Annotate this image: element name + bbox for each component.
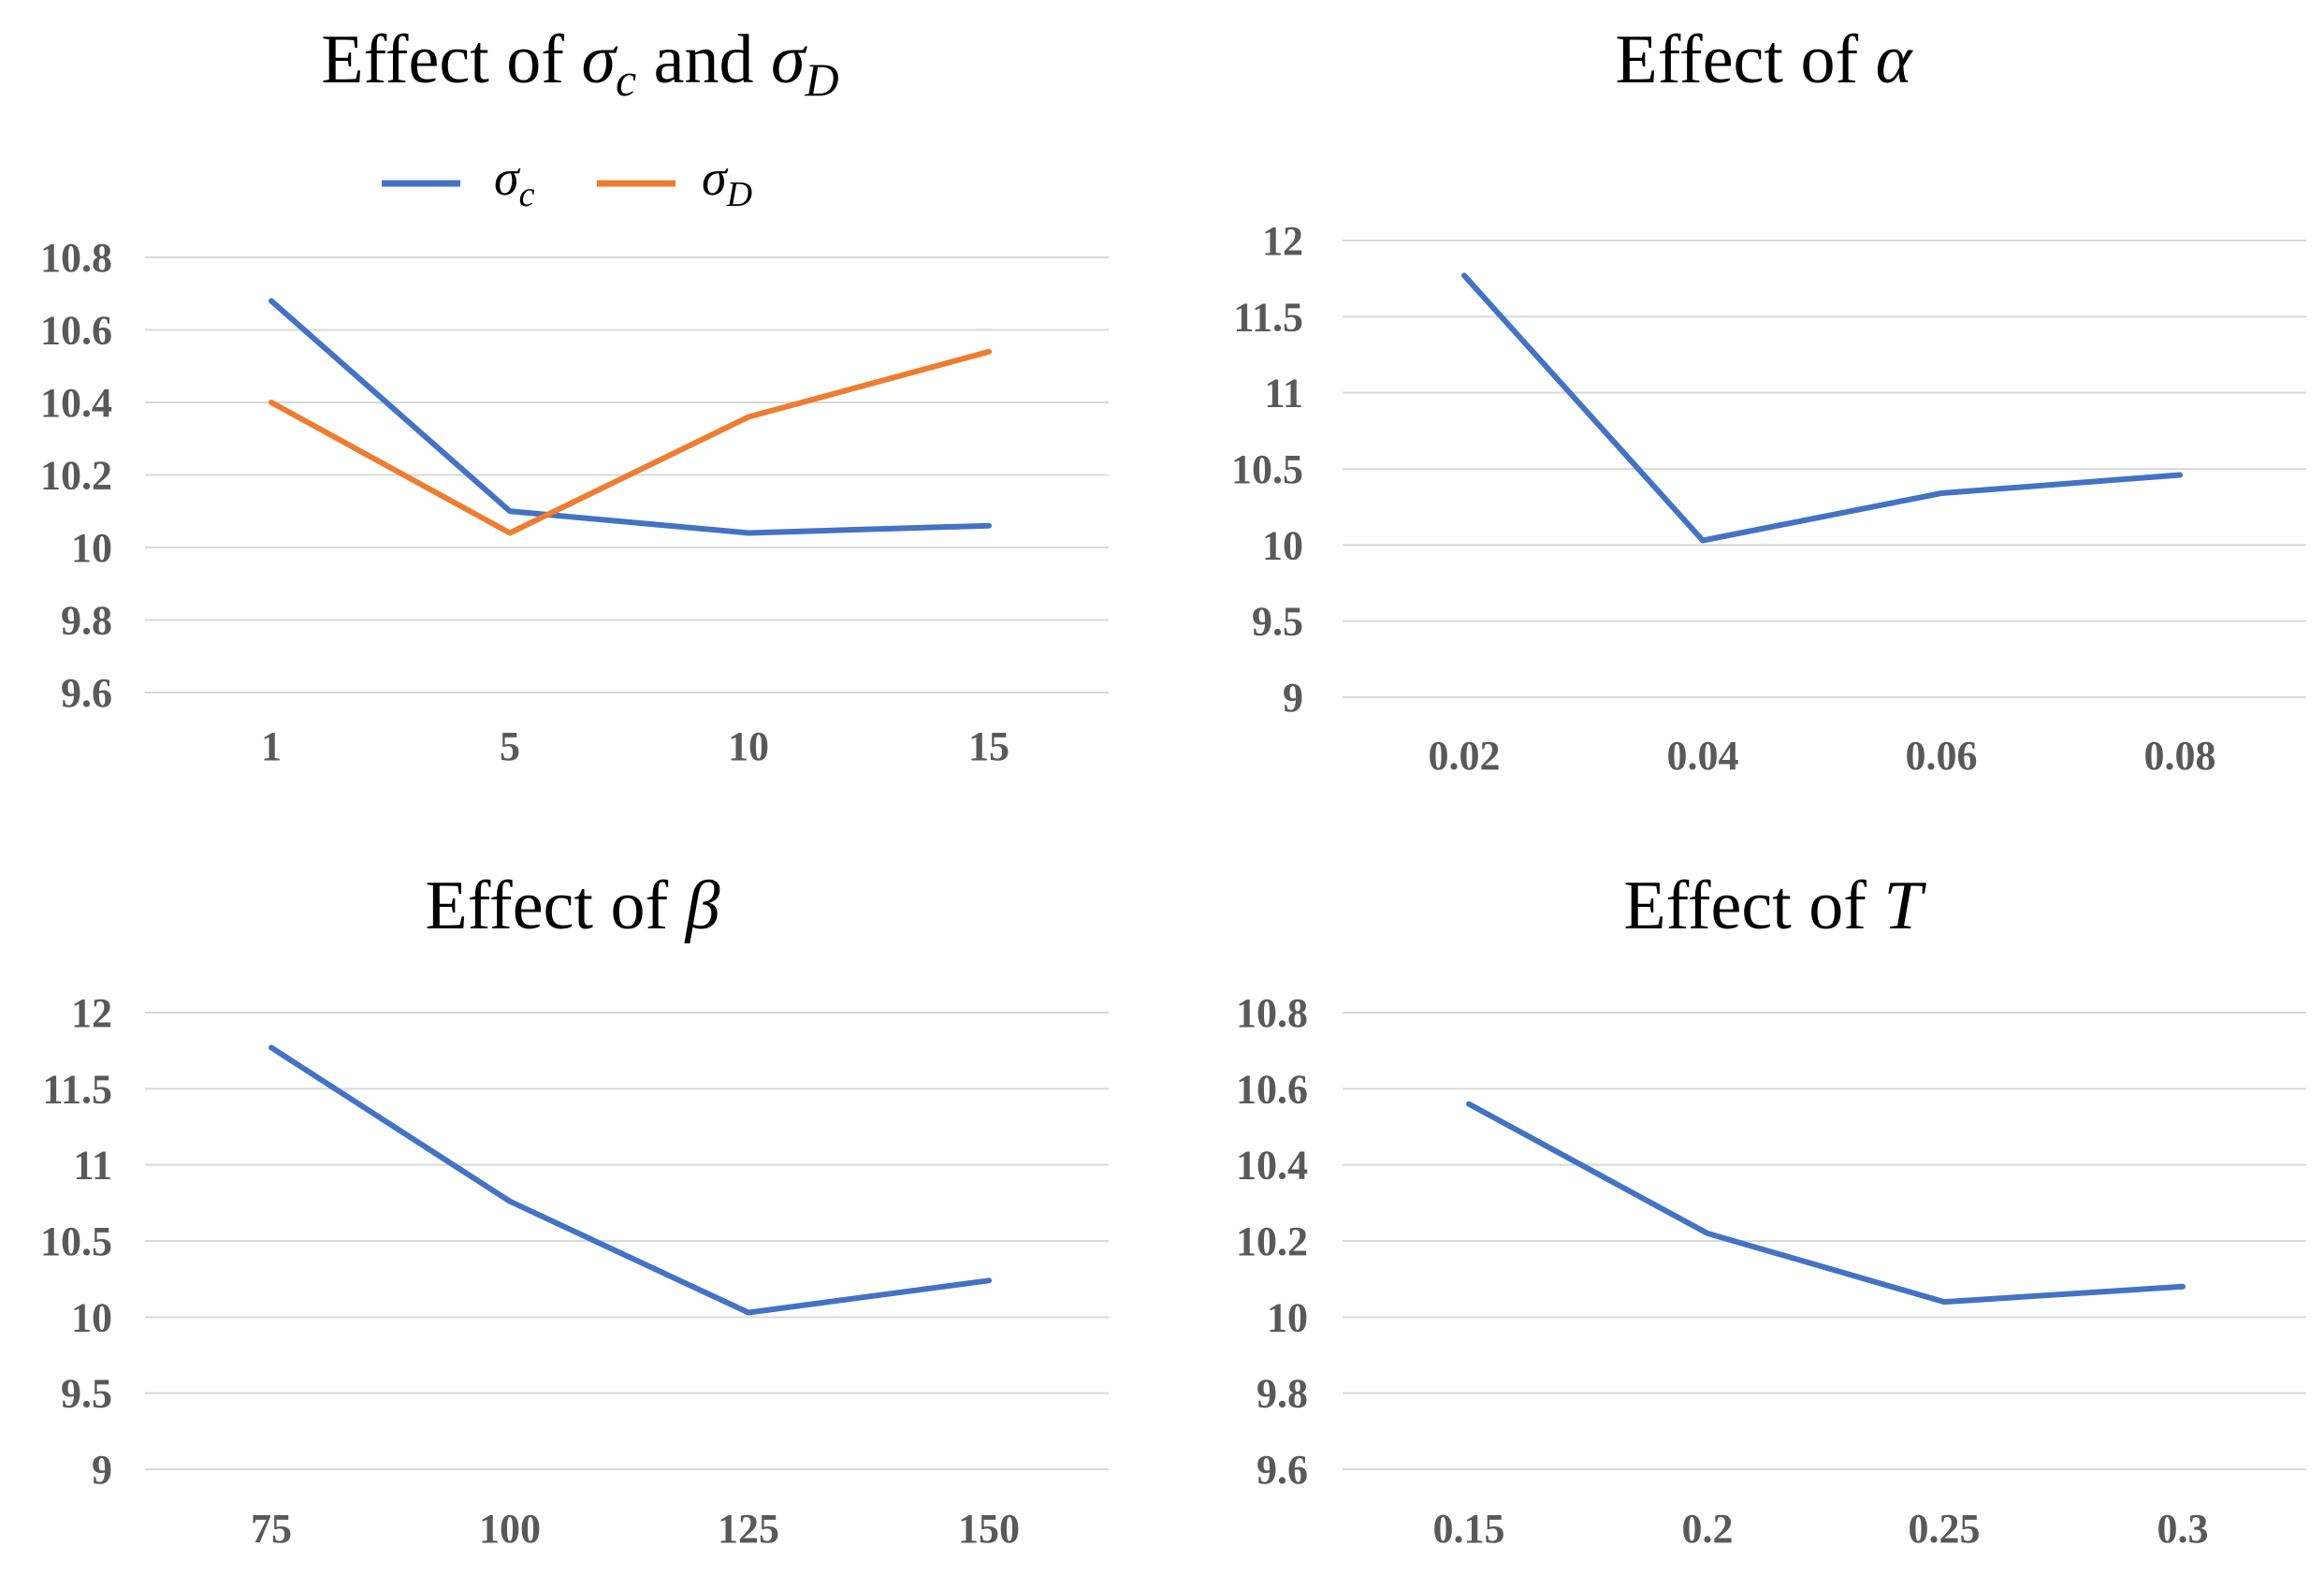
legend-label-sigma-d: σD — [702, 150, 752, 214]
y-tick-label: 11 — [73, 1143, 112, 1189]
chart-panel-sigma: Effect of σc and σD σc σD 9.6 9.8 10 10.2 10… — [40, 22, 1109, 769]
x-tick-label: 0.25 — [1909, 1506, 1981, 1552]
y-tick-label: 11 — [1264, 371, 1303, 416]
x-tick-label: 0.04 — [1667, 733, 1739, 779]
chart-panel-beta: Effect of β 9 9.5 10 10.5 11 11.5 12 75 100 125 15… — [40, 868, 1109, 1552]
y-tick-label: 9.8 — [61, 598, 112, 644]
y-tick-label: 10 — [71, 525, 112, 571]
legend-label-sigma-c: σc — [494, 150, 535, 214]
x-tick-label: 0.06 — [1906, 733, 1978, 779]
chart-title-sigma: Effect of σc and σD — [321, 22, 838, 106]
y-tick-label: 10.5 — [40, 1218, 112, 1264]
y-tick-label: 9.8 — [1256, 1371, 1308, 1417]
series-line-primary — [1466, 1101, 2186, 1306]
y-tick-label: 10 — [71, 1294, 112, 1340]
series-line-secondary — [269, 348, 992, 536]
y-tick-label: 10.8 — [1236, 990, 1308, 1036]
series-line-primary — [1461, 272, 2183, 544]
y-tick-label: 9.6 — [1256, 1447, 1308, 1493]
chart-title-t: Effect of T — [1623, 868, 1926, 944]
x-tick-label: 15 — [968, 723, 1009, 769]
y-tick-label: 10.2 — [40, 453, 112, 499]
x-tick-label: 10 — [728, 723, 769, 769]
x-tick-label: 150 — [958, 1506, 1020, 1552]
x-tick-label: 0.15 — [1433, 1506, 1505, 1552]
x-tick-label: 5 — [500, 723, 520, 769]
y-tick-label: 9 — [1283, 675, 1303, 721]
y-tick-label: 9.5 — [1252, 599, 1303, 645]
y-tick-label: 9 — [92, 1447, 112, 1493]
y-tick-label: 12 — [71, 990, 112, 1036]
x-tick-label: 100 — [479, 1506, 541, 1552]
y-tick-label: 10.6 — [40, 308, 112, 354]
series-line-primary — [269, 1044, 992, 1316]
y-tick-label: 9.6 — [61, 670, 112, 716]
y-tick-label: 10.5 — [1231, 446, 1303, 492]
chart-panel-alpha: Effect of α 9 9.5 10 10.5 11 11.5 12 0.02 0.04 0.… — [1231, 22, 2306, 779]
x-tick-label: 0.08 — [2144, 733, 2216, 779]
x-tick-label: 125 — [718, 1506, 779, 1552]
y-tick-label: 10 — [1262, 522, 1303, 568]
y-tick-label: 10.8 — [40, 235, 112, 281]
y-tick-label: 10 — [1267, 1294, 1308, 1340]
x-tick-label: 0.2 — [1682, 1506, 1734, 1552]
y-tick-label: 11.5 — [42, 1066, 112, 1112]
chart-title-beta: Effect of β — [426, 868, 720, 944]
y-tick-label: 10.2 — [1236, 1218, 1308, 1264]
y-tick-label: 10.4 — [1236, 1143, 1308, 1189]
x-tick-label: 1 — [261, 723, 282, 769]
chart-title-alpha: Effect of α — [1616, 22, 1914, 98]
y-tick-label: 10.4 — [40, 380, 112, 426]
y-tick-label: 10.6 — [1236, 1066, 1308, 1112]
chart-panel-t: Effect of T 9.6 9.8 10 10.2 10.4 10.6 10.8 0.15… — [1236, 868, 2306, 1552]
series-line-primary — [269, 298, 992, 536]
y-tick-label: 12 — [1262, 218, 1303, 264]
x-tick-label: 0.02 — [1429, 733, 1501, 779]
x-tick-label: 0.3 — [2157, 1506, 2209, 1552]
legend: σc σD — [382, 150, 752, 214]
y-tick-label: 9.5 — [61, 1371, 112, 1417]
y-tick-label: 11.5 — [1233, 294, 1303, 340]
x-tick-label: 75 — [251, 1506, 292, 1552]
